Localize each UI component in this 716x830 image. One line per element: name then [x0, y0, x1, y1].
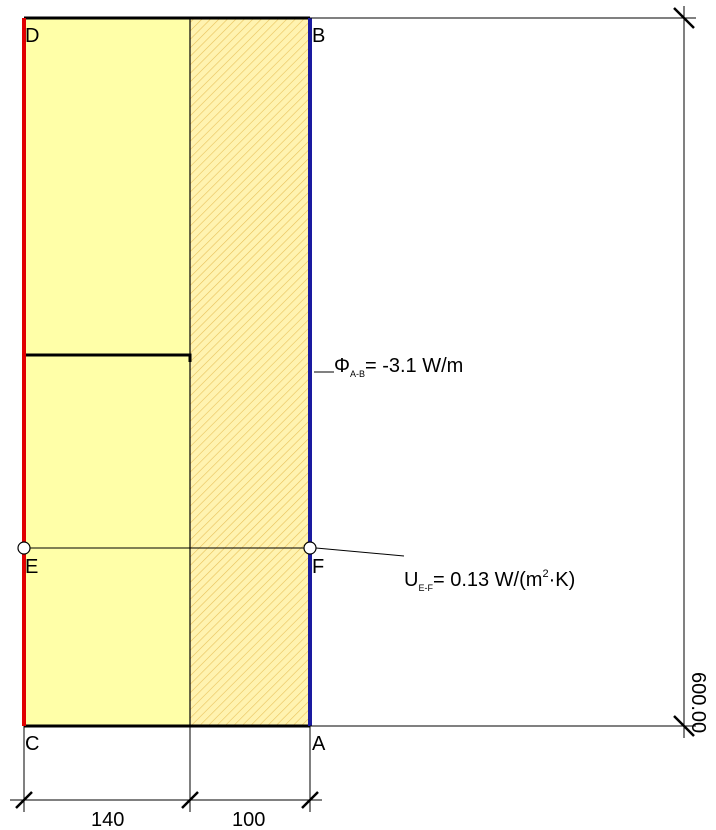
layer-2-hatched — [190, 18, 310, 726]
u-value-suffix: ·K) — [549, 569, 576, 591]
label-d: D — [25, 25, 39, 47]
label-e: E — [25, 556, 38, 578]
width-dimension: 140 100 — [10, 726, 322, 830]
height-dimension-label: 600.00 — [687, 672, 709, 733]
u-value-annotation: UE-F= 0.13 W/(m2·K) — [404, 568, 575, 593]
u-value-prefix: = 0.13 W/(m — [433, 569, 542, 591]
u-superscript: 2 — [542, 568, 548, 580]
flux-value: = -3.1 W/m — [365, 355, 463, 377]
label-c: C — [25, 733, 39, 755]
label-f: F — [312, 556, 324, 578]
height-dimension: 600.00 — [310, 6, 709, 738]
flux-annotation: ΦA-B= -3.1 W/m — [334, 355, 463, 379]
u-value-leader — [315, 547, 405, 557]
width-layer-1-label: 140 — [91, 809, 124, 830]
flux-subscript: A-B — [350, 369, 365, 379]
label-b: B — [312, 25, 325, 47]
u-symbol: U — [404, 569, 418, 591]
layer-1-insulation — [24, 18, 190, 726]
width-layer-2-label: 100 — [232, 809, 265, 830]
u-subscript: E-F — [418, 583, 433, 593]
label-a: A — [312, 733, 326, 755]
flux-symbol: Φ — [334, 355, 350, 377]
internal-bracket — [24, 353, 192, 362]
point-e-marker — [17, 541, 31, 555]
point-f-marker — [303, 541, 317, 555]
